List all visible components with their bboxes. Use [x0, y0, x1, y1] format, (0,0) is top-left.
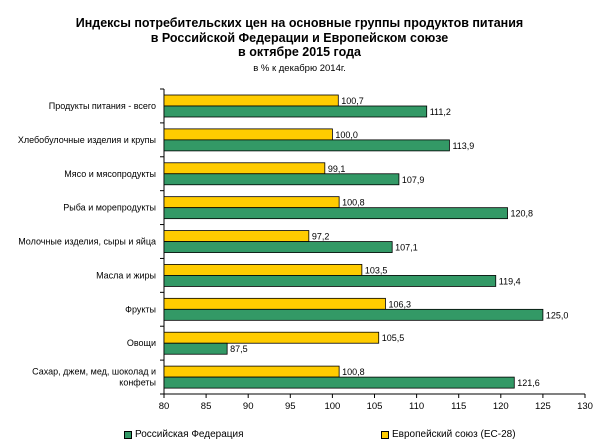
bar-russia — [163, 342, 228, 355]
bar-eu — [163, 162, 326, 175]
legend-item-eu: Европейский союз (ЕС-28) — [381, 429, 516, 441]
data-label-eu: 100,8 — [342, 198, 365, 208]
bar-russia — [163, 105, 428, 118]
x-tick-label: 125 — [535, 401, 551, 412]
bar-russia — [163, 139, 450, 152]
category-label: Рыба и морепродукты — [63, 203, 156, 213]
chart-title-line: Индексы потребительских цен на основные … — [75, 16, 524, 30]
category-label: Фрукты — [125, 304, 156, 314]
bar-eu — [163, 365, 340, 378]
category-label: Мясо и мясопродукты — [64, 169, 156, 179]
data-label-eu: 97,2 — [312, 232, 330, 242]
bar-russia — [163, 241, 393, 253]
bar-russia — [163, 275, 497, 287]
data-label-eu: 103,5 — [365, 265, 388, 275]
bar-russia — [163, 308, 544, 321]
category-label: Продукты питания - всего — [49, 101, 156, 111]
legend-swatch-eu — [381, 431, 389, 439]
data-label-russia: 120,8 — [511, 209, 534, 219]
x-tick-label: 115 — [451, 401, 466, 412]
category-label: конфеты — [119, 378, 156, 388]
data-label-russia: 121,6 — [517, 378, 540, 388]
legend-label-russia: Российская Федерация — [135, 429, 244, 440]
data-label-eu: 106,3 — [388, 299, 411, 309]
chart-title-line: в Российской Федерации и Европейском сою… — [150, 30, 449, 45]
data-label-eu: 100,8 — [342, 367, 365, 377]
x-tick-label: 95 — [285, 401, 296, 412]
bar-eu — [163, 331, 380, 344]
data-label-russia: 107,9 — [402, 175, 425, 185]
x-tick-label: 120 — [493, 401, 509, 412]
data-label-eu: 100,7 — [341, 96, 364, 106]
x-tick-label: 110 — [409, 401, 424, 412]
bar-eu — [163, 297, 386, 310]
x-tick-label: 130 — [577, 401, 593, 412]
chart-subtitle: в % к декабрю 2014г. — [253, 63, 346, 74]
x-tick-label: 100 — [324, 401, 340, 412]
category-label: Молочные изделия, сыры и яйца — [18, 237, 156, 247]
bar-eu — [163, 264, 363, 276]
data-label-russia: 87,5 — [230, 344, 248, 354]
legend-swatch-russia — [124, 431, 132, 439]
data-label-eu: 99,1 — [328, 164, 346, 174]
bar-russia — [163, 173, 400, 186]
data-label-russia: 125,0 — [546, 310, 569, 320]
data-label-russia: 111,2 — [430, 107, 451, 117]
data-label-russia: 119,4 — [499, 276, 521, 286]
bar-eu — [163, 230, 310, 242]
bar-eu — [163, 94, 339, 107]
legend-label-eu: Европейский союз (ЕС-28) — [392, 429, 516, 440]
chart-title-line: в октябре 2015 года — [238, 45, 361, 59]
data-label-eu: 105,5 — [382, 333, 405, 343]
bar-eu — [163, 196, 340, 209]
data-label-russia: 113,9 — [452, 141, 474, 151]
bar-russia — [163, 207, 508, 220]
category-label: Масла и жиры — [96, 270, 156, 280]
bar-russia — [163, 376, 515, 389]
bar-eu — [163, 128, 333, 141]
chart-title: Индексы потребительских цен на основные … — [0, 16, 599, 60]
x-tick-label: 90 — [243, 401, 254, 412]
data-label-russia: 107,1 — [395, 243, 418, 253]
x-tick-label: 105 — [367, 401, 383, 412]
legend-item-russia: Российская Федерация — [124, 429, 244, 441]
category-label: Сахар, джем, мед, шоколад и — [32, 367, 156, 377]
x-tick-label: 80 — [159, 401, 170, 412]
data-label-eu: 100,0 — [335, 130, 358, 140]
category-label: Овощи — [127, 338, 156, 348]
category-label: Хлебобулочные изделия и крупы — [18, 135, 156, 145]
x-tick-label: 85 — [201, 401, 212, 412]
